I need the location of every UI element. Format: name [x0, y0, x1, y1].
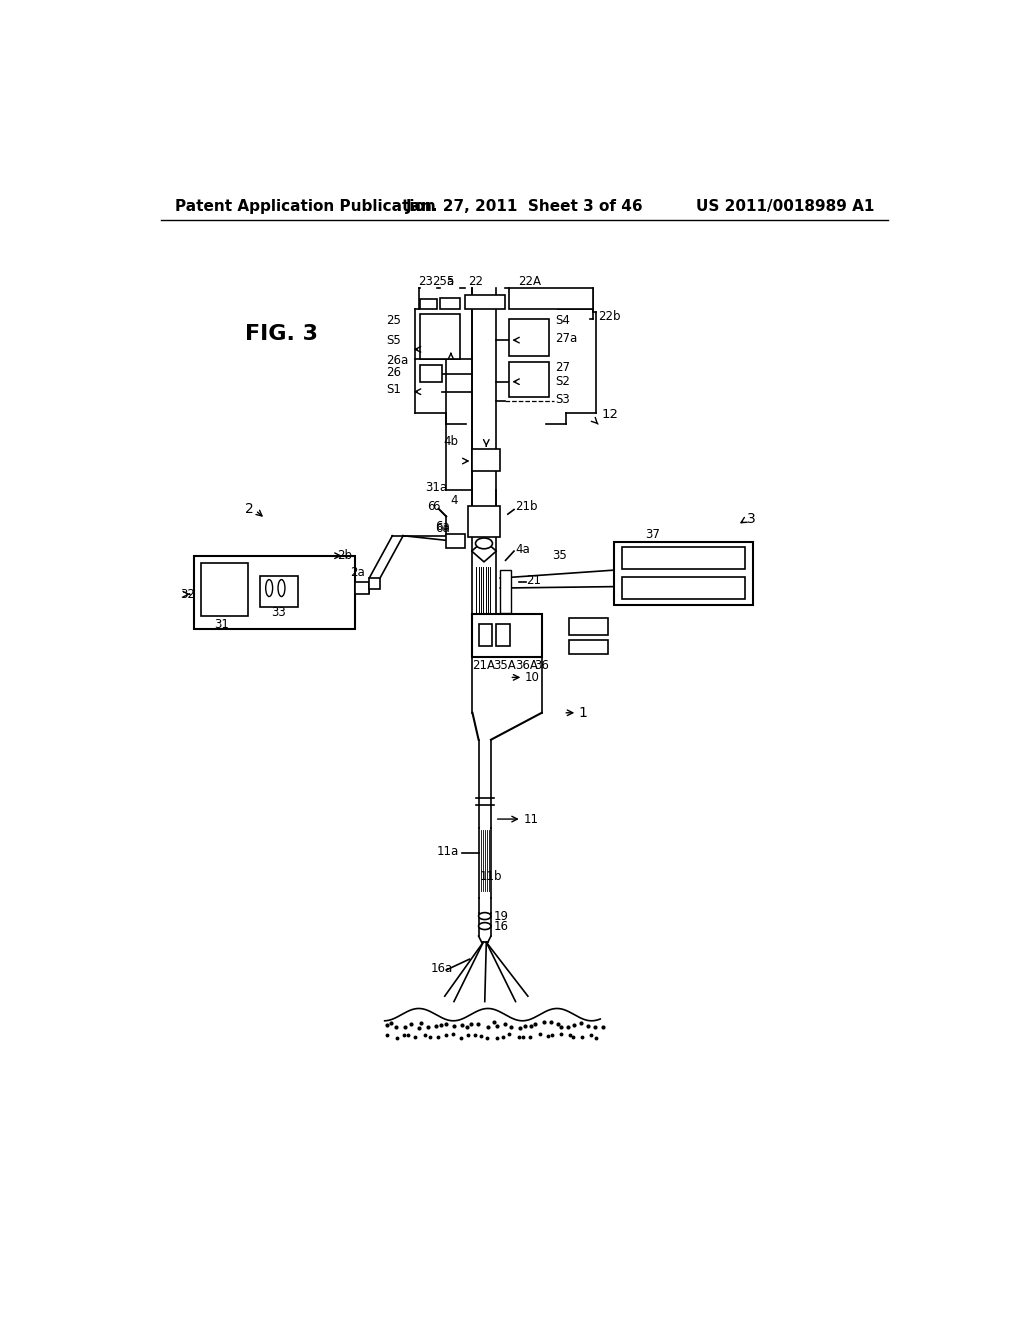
- Text: 36: 36: [535, 659, 549, 672]
- Text: 26a: 26a: [386, 354, 409, 367]
- Text: 22b: 22b: [598, 310, 621, 323]
- Text: 23: 23: [419, 275, 433, 288]
- Text: 27: 27: [555, 362, 569, 375]
- Text: 1: 1: [579, 706, 588, 719]
- Text: S4: S4: [555, 314, 569, 326]
- Text: Jan. 27, 2011  Sheet 3 of 46: Jan. 27, 2011 Sheet 3 of 46: [406, 198, 644, 214]
- Text: S3: S3: [555, 393, 569, 407]
- Text: 22: 22: [468, 275, 483, 288]
- Text: 33: 33: [270, 606, 286, 619]
- Bar: [260, 576, 298, 607]
- Text: 21A: 21A: [472, 659, 496, 672]
- Bar: [509, 363, 550, 397]
- Text: 11b: 11b: [479, 870, 502, 883]
- Bar: [472, 450, 500, 471]
- Text: 6: 6: [432, 500, 440, 513]
- Ellipse shape: [478, 912, 490, 920]
- Text: 25a: 25a: [432, 275, 455, 288]
- Text: FIG. 3: FIG. 3: [245, 323, 317, 345]
- Bar: [370, 578, 380, 589]
- Text: 2a: 2a: [350, 566, 365, 579]
- Text: 26: 26: [386, 366, 401, 379]
- Bar: [569, 618, 608, 635]
- Bar: [478, 624, 493, 645]
- Text: 2: 2: [245, 502, 253, 516]
- Bar: [194, 556, 355, 628]
- Text: 4a: 4a: [515, 543, 530, 556]
- Bar: [440, 298, 460, 309]
- Text: 25: 25: [386, 314, 401, 326]
- Text: 16a: 16a: [431, 962, 453, 975]
- Bar: [468, 507, 500, 537]
- Bar: [622, 577, 745, 599]
- Ellipse shape: [265, 579, 272, 597]
- Text: 21: 21: [526, 574, 542, 587]
- Text: 21b: 21b: [515, 500, 538, 513]
- Text: S1: S1: [386, 383, 401, 396]
- Text: 32: 32: [180, 587, 196, 601]
- Bar: [420, 364, 441, 381]
- Bar: [465, 296, 505, 309]
- Text: 35: 35: [553, 549, 567, 562]
- Text: 6a: 6a: [435, 521, 450, 535]
- Bar: [420, 314, 460, 359]
- Text: 27a: 27a: [555, 333, 578, 345]
- Bar: [202, 564, 248, 615]
- Text: 2b: 2b: [337, 549, 352, 562]
- Text: 12: 12: [602, 408, 618, 421]
- Text: 11a: 11a: [437, 845, 460, 858]
- Text: 36A: 36A: [515, 659, 539, 672]
- Text: 31: 31: [214, 618, 228, 631]
- Bar: [509, 318, 550, 355]
- Bar: [472, 614, 542, 656]
- Text: 37: 37: [645, 528, 659, 541]
- Bar: [355, 582, 370, 594]
- Text: Patent Application Publication: Patent Application Publication: [175, 198, 436, 214]
- Text: 31a: 31a: [425, 480, 447, 494]
- Bar: [497, 624, 510, 645]
- Bar: [622, 548, 745, 569]
- Text: 19: 19: [494, 909, 508, 923]
- Text: S5: S5: [386, 334, 401, 347]
- Text: 22A: 22A: [518, 275, 541, 288]
- Text: 6: 6: [427, 500, 434, 513]
- Text: 10: 10: [524, 671, 540, 684]
- Text: 4: 4: [451, 494, 458, 507]
- Ellipse shape: [278, 579, 285, 597]
- Bar: [446, 535, 465, 548]
- Text: S2: S2: [555, 375, 569, 388]
- Ellipse shape: [478, 923, 490, 929]
- Text: 4b: 4b: [443, 436, 458, 449]
- Bar: [614, 541, 753, 605]
- Bar: [500, 570, 511, 612]
- Text: 3: 3: [746, 512, 756, 525]
- Text: 35A: 35A: [494, 659, 516, 672]
- Bar: [509, 288, 593, 309]
- Text: 6a: 6a: [435, 520, 450, 533]
- Ellipse shape: [475, 539, 493, 549]
- Text: US 2011/0018989 A1: US 2011/0018989 A1: [696, 198, 874, 214]
- Bar: [420, 300, 437, 309]
- Text: 5: 5: [446, 275, 454, 288]
- Text: 11: 11: [523, 813, 539, 825]
- Text: 16: 16: [494, 920, 508, 933]
- Bar: [569, 640, 608, 653]
